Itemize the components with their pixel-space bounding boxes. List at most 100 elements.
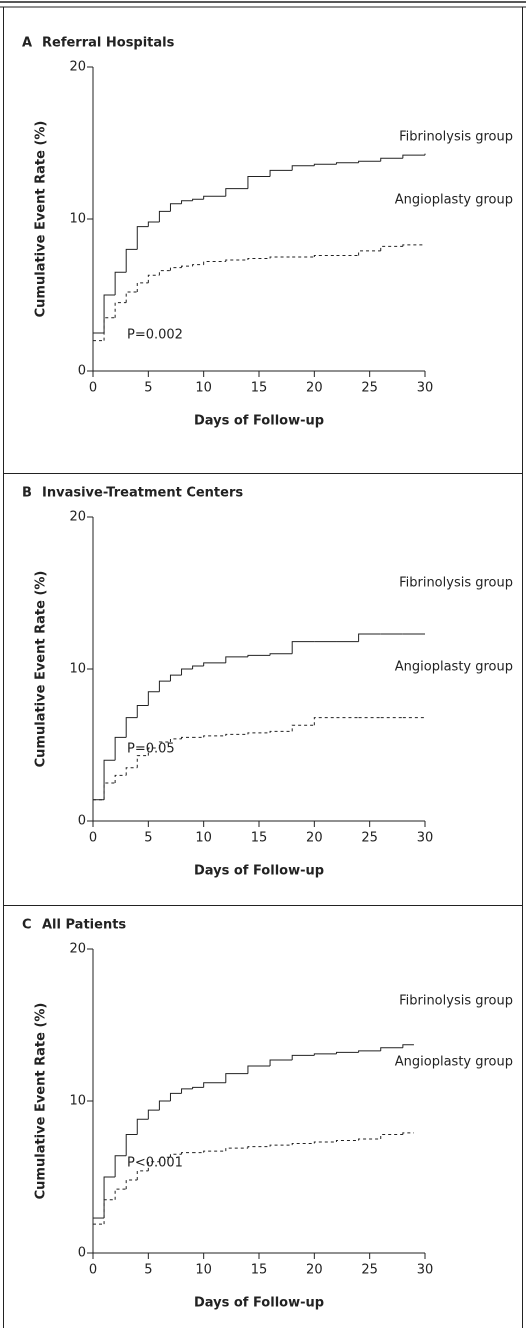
step-segment xyxy=(125,717,138,738)
step-segment xyxy=(158,1100,171,1111)
step-segment xyxy=(169,1153,182,1158)
x-tick-label: 30 xyxy=(417,831,434,846)
step-segment xyxy=(291,165,315,171)
y-axis-label: Cumulative Event Rate (%) xyxy=(34,121,49,318)
step-segment xyxy=(335,162,359,165)
x-tick-label: 0 xyxy=(89,381,97,396)
step-segment xyxy=(247,654,271,657)
y-tick-label: 0 xyxy=(78,1246,86,1261)
step-segment xyxy=(125,1179,138,1190)
step-segment xyxy=(203,1082,226,1088)
step-segment xyxy=(225,1073,248,1083)
step-segment xyxy=(269,256,293,259)
y-axis-label: Cumulative Event Rate (%) xyxy=(34,571,49,768)
step-segment xyxy=(269,1144,293,1147)
step-segment xyxy=(247,1065,271,1074)
step-segment xyxy=(192,665,204,669)
step-segment xyxy=(125,767,138,776)
x-tick-label: 30 xyxy=(417,381,434,396)
y-tick-label: 20 xyxy=(69,942,86,957)
step-segment xyxy=(103,294,116,333)
step-segment xyxy=(313,717,337,726)
step-segment xyxy=(247,258,271,261)
step-segment xyxy=(269,169,293,177)
step-segment xyxy=(114,774,127,783)
step-segment xyxy=(136,755,149,768)
x-tick-label: 20 xyxy=(306,831,323,846)
step-segment xyxy=(335,1140,359,1143)
y-tick-label: 10 xyxy=(69,212,86,227)
step-segment xyxy=(269,730,293,733)
step-segment xyxy=(358,250,381,256)
x-axis-label: Days of Follow-up xyxy=(194,414,324,429)
step-segment xyxy=(192,264,204,267)
step-segment xyxy=(103,1199,116,1225)
step-segment xyxy=(181,668,193,676)
step-segment xyxy=(402,1132,414,1135)
step-segment xyxy=(380,1133,403,1139)
panel-title: Invasive-Treatment Centers xyxy=(42,486,243,501)
x-tick-label: 30 xyxy=(417,1263,434,1278)
step-segment xyxy=(192,1086,204,1089)
step-segment xyxy=(169,738,182,742)
step-segment xyxy=(147,747,160,756)
y-axis-label: Cumulative Event Rate (%) xyxy=(34,1003,49,1200)
step-segment xyxy=(203,1150,226,1153)
step-segment xyxy=(158,270,171,276)
step-segment xyxy=(103,759,116,800)
step-segment xyxy=(169,674,182,682)
step-segment xyxy=(225,1147,248,1152)
step-segment xyxy=(313,254,337,257)
step-segment xyxy=(103,1176,116,1219)
panel-letter: B xyxy=(22,486,32,501)
panel-letter: A xyxy=(22,36,32,51)
step-segment xyxy=(313,1141,337,1144)
step-segment xyxy=(136,226,149,250)
x-axis-label: Days of Follow-up xyxy=(194,1296,324,1311)
step-segment xyxy=(136,1118,149,1135)
x-tick-label: 20 xyxy=(306,1263,323,1278)
step-segment xyxy=(203,662,226,666)
step-segment xyxy=(147,221,160,227)
step-segment xyxy=(136,704,149,718)
step-segment xyxy=(225,656,248,663)
step-segment xyxy=(380,245,403,251)
step-segment xyxy=(125,248,138,273)
step-segment xyxy=(269,1059,293,1067)
y-tick-label: 20 xyxy=(69,60,86,75)
step-segment xyxy=(114,1155,127,1177)
y-tick-label: 10 xyxy=(69,1094,86,1109)
series-label: Angioplasty group xyxy=(395,660,513,675)
step-segment xyxy=(402,1044,414,1048)
step-segment xyxy=(380,157,403,162)
step-segment xyxy=(358,1050,381,1053)
step-segment xyxy=(125,291,138,303)
panel-title: All Patients xyxy=(42,918,126,933)
y-tick-label: 0 xyxy=(78,364,86,379)
step-segment xyxy=(358,160,381,163)
step-segment xyxy=(181,1088,193,1094)
panel-letter: C xyxy=(22,918,32,933)
x-tick-label: 0 xyxy=(89,831,97,846)
step-segment xyxy=(147,691,160,706)
step-segment xyxy=(147,1109,160,1120)
step-segment xyxy=(181,1152,193,1155)
step-segment xyxy=(136,1170,149,1181)
x-tick-label: 10 xyxy=(195,1263,212,1278)
step-segment xyxy=(203,195,226,200)
series-label: Angioplasty group xyxy=(395,1055,513,1070)
step-segment xyxy=(225,733,248,736)
step-segment xyxy=(291,1143,315,1146)
series-label: Angioplasty group xyxy=(395,193,513,208)
step-segment xyxy=(158,1156,171,1162)
x-tick-label: 5 xyxy=(144,831,152,846)
annotation: P=0.05 xyxy=(127,742,175,757)
step-segment xyxy=(181,265,193,268)
step-segment xyxy=(380,1047,403,1051)
y-tick-label: 10 xyxy=(69,662,86,677)
step-segment xyxy=(313,1053,337,1056)
step-segment xyxy=(114,736,127,761)
step-segment xyxy=(247,1146,271,1149)
step-segment xyxy=(158,741,171,749)
